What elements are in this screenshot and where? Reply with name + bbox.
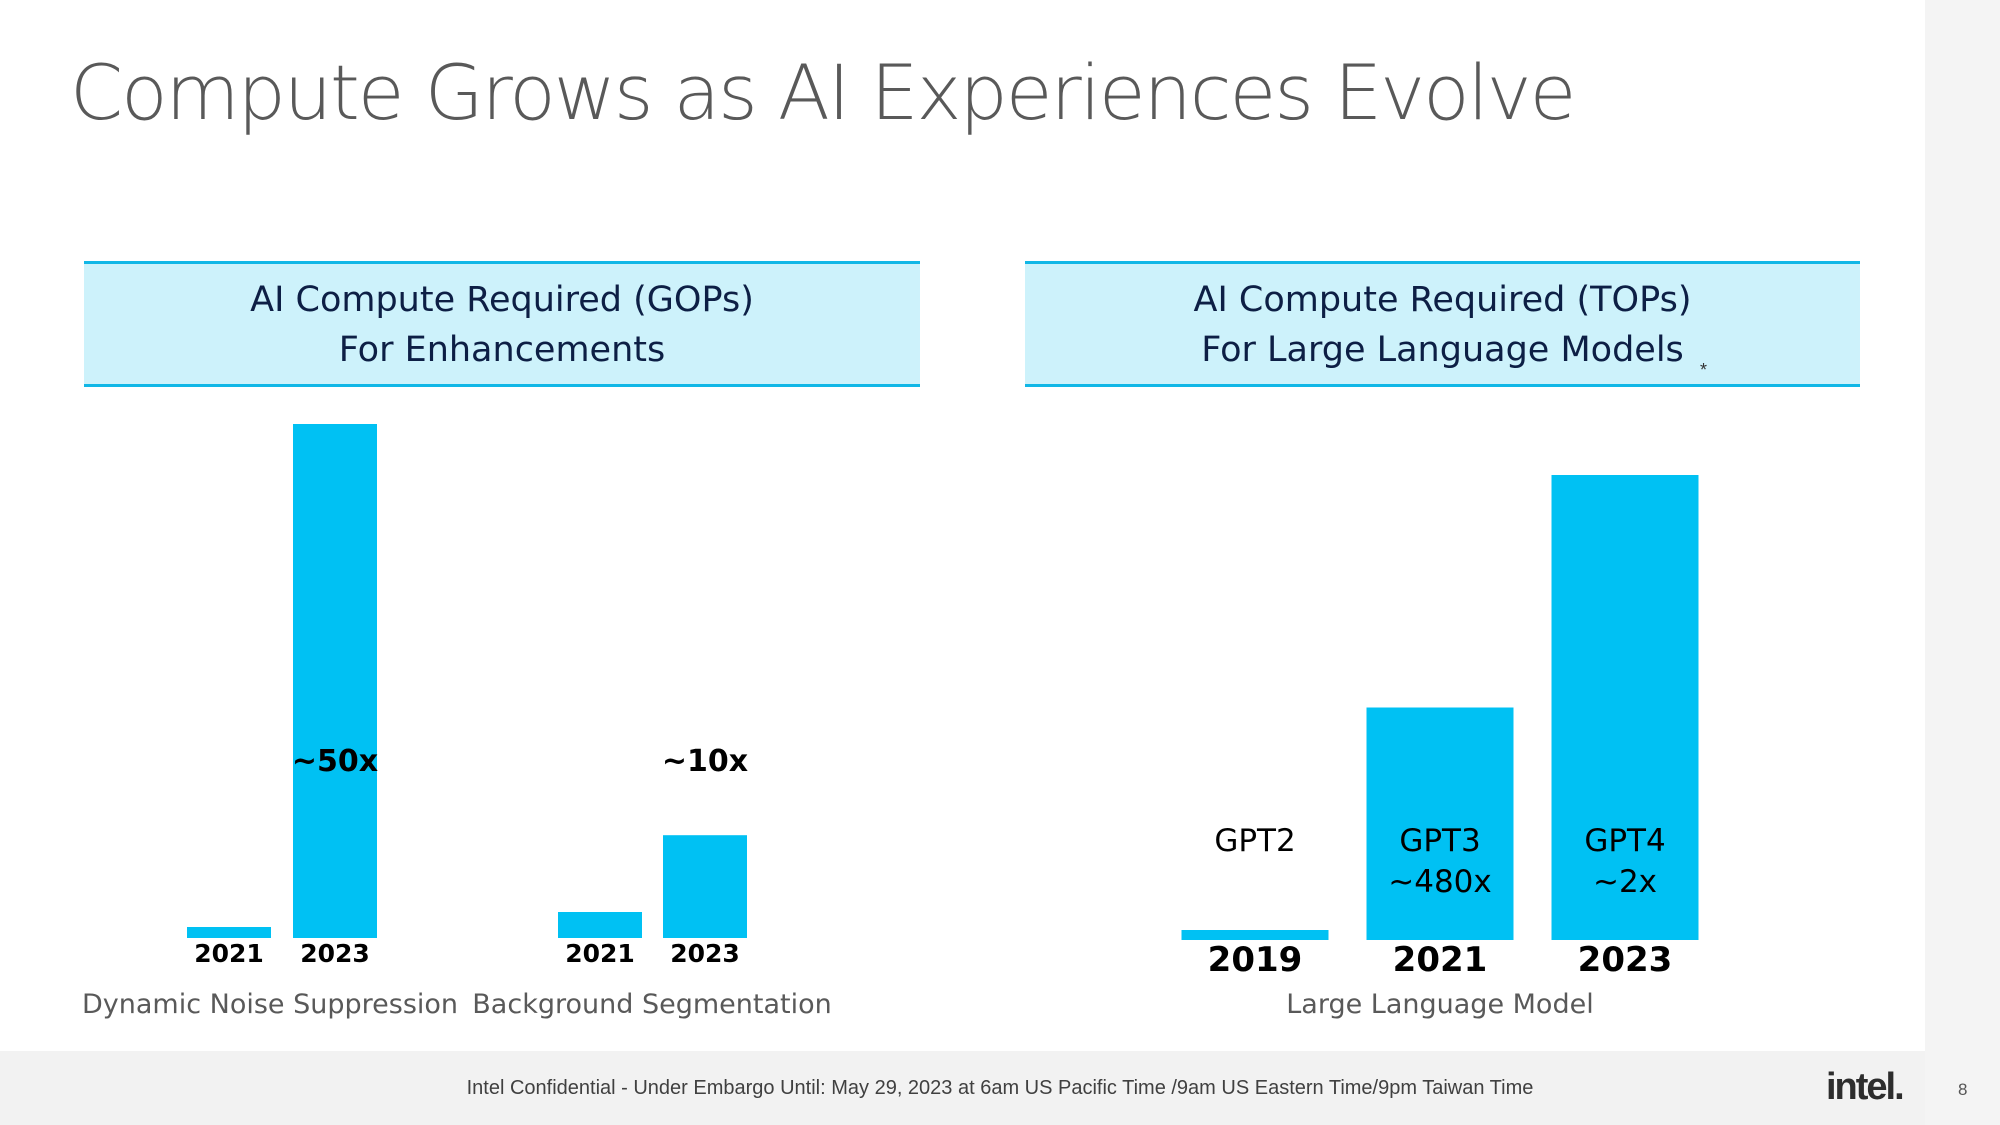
tick-label-2023: 2023 <box>1578 940 1673 980</box>
bar-charts: 2021 2023 ~50x Dynamic Noise Suppression 202… <box>82 424 1699 1020</box>
data-label-GPT3: GPT3 <box>1399 823 1480 859</box>
group-label-0: Dynamic Noise Suppression <box>82 989 458 1020</box>
page-number: 8 <box>1958 1080 1968 1099</box>
right-chart-header: AI Compute Required (TOPs) For Large Lan… <box>1025 261 1860 387</box>
bar-llm-2019 <box>1181 930 1329 940</box>
side-strip <box>1925 0 2000 1125</box>
right-header-line2: For Large Language Models <box>1201 330 1684 370</box>
confidential-footer: Intel Confidential - Under Embargo Until… <box>466 1077 1534 1099</box>
left-header-line2: For Enhancements <box>338 330 666 370</box>
intel-logo: intel. <box>1826 1066 1905 1108</box>
tick-label-2023: 2023 <box>300 939 370 968</box>
left-header-line1: AI Compute Required (GOPs) <box>250 280 754 320</box>
left-chart-header: AI Compute Required (GOPs) For Enhanceme… <box>84 261 920 387</box>
data-label-~10x: ~10x <box>662 744 748 779</box>
bar-dynamic-noise-suppression-2023 <box>293 424 377 938</box>
data-label-~2x: ~2x <box>1593 864 1657 900</box>
tick-label-2019: 2019 <box>1208 940 1303 980</box>
bar-llm-2021 <box>1366 707 1514 940</box>
tick-label-2021: 2021 <box>1393 940 1488 980</box>
tick-label-2021: 2021 <box>565 939 635 968</box>
group-label-llm: Large Language Model <box>1286 989 1593 1020</box>
data-label-GPT2: GPT2 <box>1214 823 1295 859</box>
footnote-asterisk: * <box>1700 360 1708 380</box>
right-header-line1: AI Compute Required (TOPs) <box>1193 280 1692 320</box>
group-label-1: Background Segmentation <box>472 989 831 1020</box>
data-label-~50x: ~50x <box>292 744 378 779</box>
data-label-GPT4: GPT4 <box>1584 823 1665 859</box>
bar-background-segmentation-2023 <box>663 835 747 938</box>
bar-llm-2023 <box>1551 475 1699 940</box>
bar-dynamic-noise-suppression-2021 <box>187 927 271 938</box>
data-label-~480x: ~480x <box>1388 864 1492 900</box>
tick-label-2023: 2023 <box>670 939 740 968</box>
footer-bar <box>0 1051 1925 1125</box>
bar-background-segmentation-2021 <box>558 912 642 938</box>
slide-title: Compute Grows as AI Experiences Evolve <box>70 48 1576 137</box>
tick-label-2021: 2021 <box>194 939 264 968</box>
